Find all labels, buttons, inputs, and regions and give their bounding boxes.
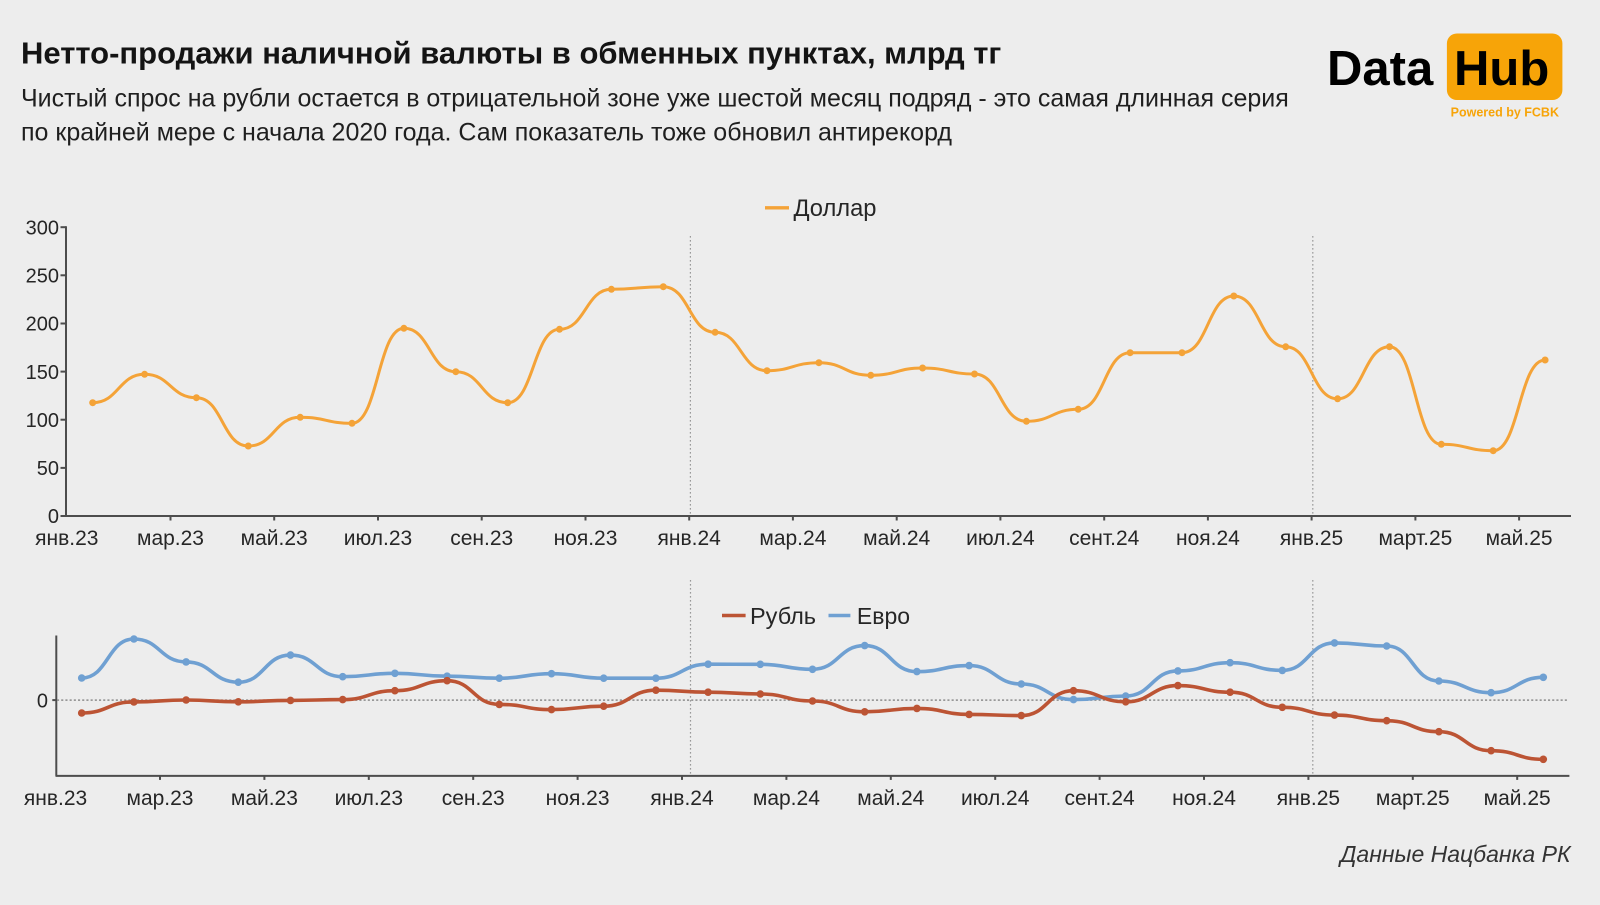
svg-text:янв.25: янв.25	[1277, 787, 1340, 810]
svg-text:150: 150	[26, 362, 59, 384]
svg-text:Рубль: Рубль	[750, 603, 816, 629]
svg-text:ноя.23: ноя.23	[546, 787, 610, 810]
svg-text:янв.25: янв.25	[1280, 527, 1343, 550]
svg-text:янв.23: янв.23	[35, 527, 98, 550]
svg-text:сен.23: сен.23	[450, 527, 513, 550]
svg-text:50: 50	[37, 458, 59, 480]
svg-text:май.23: май.23	[241, 527, 308, 550]
svg-text:мар.24: мар.24	[759, 527, 826, 550]
svg-text:мар.23: мар.23	[137, 527, 204, 550]
svg-text:мар.24: мар.24	[753, 787, 820, 810]
svg-text:май.24: май.24	[863, 527, 930, 550]
svg-text:по крайней мере с начала 2020: по крайней мере с начала 2020 года. Сам …	[21, 119, 952, 147]
svg-text:300: 300	[26, 217, 59, 239]
svg-text:сент.24: сент.24	[1064, 787, 1135, 810]
svg-text:Доллар: Доллар	[794, 196, 877, 222]
svg-text:Hub: Hub	[1454, 42, 1549, 96]
svg-text:Чистый спрос на рубли остается: Чистый спрос на рубли остается в отрицат…	[21, 85, 1289, 113]
svg-text:май.25: май.25	[1486, 527, 1553, 550]
svg-text:250: 250	[26, 266, 59, 288]
svg-text:янв.24: янв.24	[650, 787, 714, 810]
svg-text:март.25: март.25	[1376, 787, 1450, 810]
svg-text:сент.24: сент.24	[1069, 527, 1140, 550]
svg-text:ноя.23: ноя.23	[554, 527, 618, 550]
svg-text:май.25: май.25	[1484, 787, 1551, 810]
svg-text:ноя.24: ноя.24	[1176, 527, 1240, 550]
svg-text:сен.23: сен.23	[442, 787, 505, 810]
svg-text:100: 100	[26, 410, 59, 432]
svg-text:янв.24: янв.24	[658, 527, 722, 550]
svg-text:Данные Нацбанка РК: Данные Нацбанка РК	[1337, 841, 1572, 867]
svg-text:Нетто-продажи наличной валюты: Нетто-продажи наличной валюты в обменных…	[21, 36, 1001, 71]
svg-text:май.24: май.24	[857, 787, 924, 810]
svg-text:июл.24: июл.24	[961, 787, 1030, 810]
svg-text:0: 0	[48, 506, 59, 528]
svg-text:ноя.24: ноя.24	[1172, 787, 1236, 810]
svg-text:Data: Data	[1327, 42, 1434, 96]
svg-text:0: 0	[37, 690, 48, 712]
svg-text:июл.23: июл.23	[335, 787, 403, 810]
svg-text:Евро: Евро	[857, 603, 910, 629]
svg-text:Powered by FCBK: Powered by FCBK	[1451, 106, 1559, 120]
svg-text:июл.23: июл.23	[344, 527, 412, 550]
svg-text:март.25: март.25	[1378, 527, 1452, 550]
svg-text:июл.24: июл.24	[966, 527, 1035, 550]
svg-text:янв.23: янв.23	[24, 787, 87, 810]
svg-text:200: 200	[26, 314, 59, 336]
svg-text:май.23: май.23	[231, 787, 298, 810]
svg-text:мар.23: мар.23	[127, 787, 194, 810]
